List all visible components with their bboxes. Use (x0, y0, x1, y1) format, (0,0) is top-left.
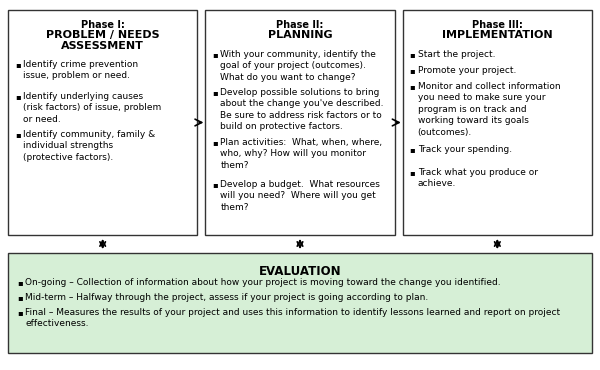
Text: Develop a budget.  What resources
will you need?  Where will you get
them?: Develop a budget. What resources will yo… (220, 180, 380, 212)
Text: ▪: ▪ (410, 145, 415, 154)
Text: Mid-term – Halfway through the project, assess if your project is going accordin: Mid-term – Halfway through the project, … (25, 293, 428, 302)
Text: ASSESSMENT: ASSESSMENT (61, 41, 144, 51)
Text: Promote your project.: Promote your project. (418, 66, 516, 75)
Text: Final – Measures the results of your project and uses this information to identi: Final – Measures the results of your pro… (25, 308, 560, 329)
Bar (8, 10, 197, 235)
Text: PLANNING: PLANNING (268, 30, 332, 40)
Text: ▪: ▪ (410, 82, 415, 91)
Text: ▪: ▪ (212, 138, 218, 147)
Text: Identify crime prevention
issue, problem or need.: Identify crime prevention issue, problem… (23, 60, 138, 80)
Text: Develop possible solutions to bring
about the change you've described.
Be sure t: Develop possible solutions to bring abou… (220, 88, 384, 131)
Text: ▪: ▪ (17, 308, 23, 317)
Text: Phase I:: Phase I: (81, 20, 125, 30)
Text: ▪: ▪ (15, 130, 20, 139)
Bar (8, 253, 592, 353)
Text: ▪: ▪ (17, 293, 23, 302)
Text: PROBLEM / NEEDS: PROBLEM / NEEDS (46, 30, 160, 40)
Text: Phase II:: Phase II: (277, 20, 323, 30)
Text: ▪: ▪ (212, 88, 218, 97)
Text: ▪: ▪ (15, 92, 20, 101)
Text: ▪: ▪ (17, 278, 23, 287)
Text: Identify community, family &
individual strengths
(protective factors).: Identify community, family & individual … (23, 130, 155, 162)
Text: ▪: ▪ (212, 180, 218, 189)
Text: IMPLEMENTATION: IMPLEMENTATION (442, 30, 553, 40)
Text: With your community, identify the
goal of your project (outcomes).
What do you w: With your community, identify the goal o… (220, 50, 376, 82)
Text: ▪: ▪ (212, 50, 218, 59)
Text: Start the project.: Start the project. (418, 50, 495, 59)
Text: ▪: ▪ (15, 60, 20, 69)
Text: Plan activities:  What, when, where,
who, why? How will you monitor
them?: Plan activities: What, when, where, who,… (220, 138, 382, 170)
Text: EVALUATION: EVALUATION (259, 265, 341, 278)
Text: Identify underlying causes
(risk factors) of issue, problem
or need.: Identify underlying causes (risk factors… (23, 92, 161, 124)
Text: Track what you produce or
achieve.: Track what you produce or achieve. (418, 168, 538, 188)
Text: Phase III:: Phase III: (472, 20, 523, 30)
Text: On-going – Collection of information about how your project is moving toward the: On-going – Collection of information abo… (25, 278, 500, 287)
Bar (205, 10, 395, 235)
Text: Track your spending.: Track your spending. (418, 145, 512, 154)
Text: Monitor and collect information
you need to make sure your
program is on track a: Monitor and collect information you need… (418, 82, 560, 137)
Bar (403, 10, 592, 235)
Text: ▪: ▪ (410, 168, 415, 177)
Text: ▪: ▪ (410, 66, 415, 75)
Text: ▪: ▪ (410, 50, 415, 59)
